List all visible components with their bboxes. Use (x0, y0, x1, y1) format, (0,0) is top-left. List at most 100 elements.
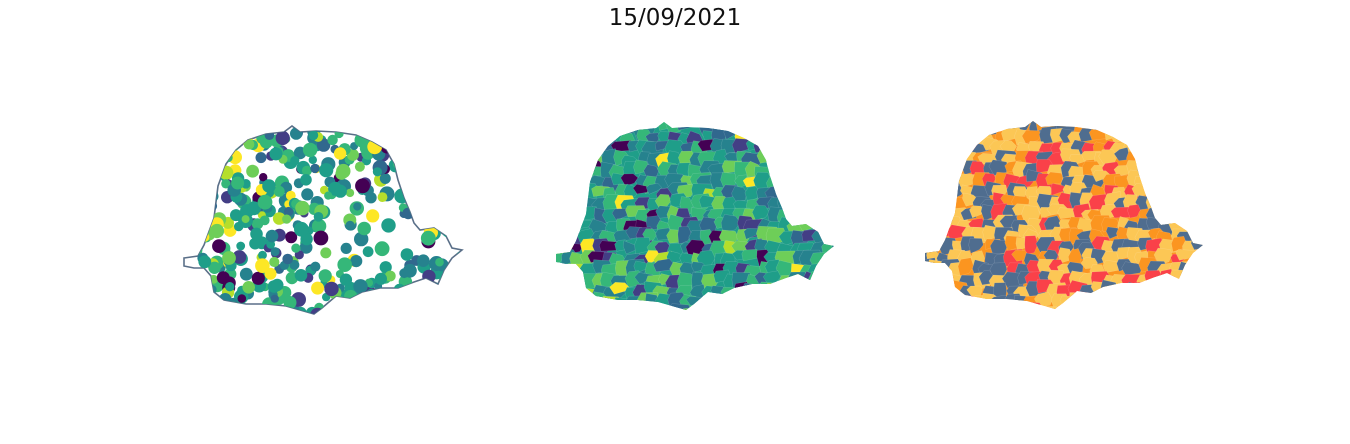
municipality-area (1197, 173, 1203, 189)
municipality-point (258, 250, 267, 260)
municipality-area (656, 316, 672, 333)
municipality-area (702, 318, 720, 333)
municipality-area (990, 121, 1010, 130)
municipality-area (1193, 173, 1203, 189)
municipality-area (928, 305, 951, 309)
municipality-area (1178, 173, 1195, 187)
municipality-area (1199, 132, 1203, 148)
municipality-area (766, 150, 780, 163)
municipality-area (831, 210, 834, 226)
municipality-area (567, 122, 583, 133)
municipality-area (1148, 185, 1169, 205)
municipality-area (957, 257, 974, 277)
municipality-point (240, 306, 252, 314)
municipality-area (833, 263, 834, 284)
municipality-area (664, 319, 685, 332)
municipality-area (1182, 183, 1203, 199)
municipality-area (945, 127, 962, 143)
municipality-point (283, 296, 297, 309)
municipality-area (925, 121, 946, 130)
municipality-area (764, 283, 784, 297)
municipality-area (823, 130, 834, 146)
municipality-point (308, 130, 319, 141)
municipality-area (831, 241, 834, 258)
municipality-area (1012, 302, 1027, 309)
municipality-area (1201, 227, 1203, 242)
municipality-area (720, 286, 745, 302)
municipality-area (981, 317, 1003, 330)
municipality-point (238, 127, 250, 140)
municipality-area (1146, 151, 1165, 166)
municipality-area (841, 209, 858, 228)
municipality-area (1192, 204, 1203, 218)
municipality-area (845, 307, 864, 324)
municipality-area (925, 202, 940, 220)
municipality-area (600, 129, 616, 143)
municipality-area (928, 152, 951, 173)
municipality-area (938, 139, 956, 153)
municipality-area (622, 240, 638, 255)
municipality-area (743, 296, 759, 308)
municipality-area (1089, 319, 1105, 332)
municipality-point (393, 150, 403, 160)
municipality-area (925, 127, 934, 147)
municipality-point (388, 293, 404, 309)
municipality-area (1066, 261, 1084, 274)
municipality-area (1045, 171, 1064, 186)
municipality-area (775, 155, 796, 167)
municipality-point (366, 209, 380, 223)
municipality-area (751, 204, 770, 221)
municipality-area (928, 207, 949, 221)
municipality-area (566, 207, 584, 224)
municipality-point (271, 278, 284, 292)
municipality-area (556, 264, 575, 280)
municipality-area (787, 283, 812, 295)
municipality-area (556, 164, 568, 182)
municipality-area (569, 139, 590, 156)
municipality-point (208, 261, 221, 274)
municipality-point (225, 137, 240, 152)
municipality-point (402, 129, 417, 143)
municipality-point (390, 126, 406, 140)
municipality-area (1155, 282, 1174, 299)
municipality-point (402, 173, 412, 183)
municipality-area (1210, 175, 1233, 194)
municipality-area (556, 264, 566, 280)
municipality-area (611, 208, 631, 221)
municipality-point (365, 312, 377, 314)
municipality-area (818, 171, 833, 190)
municipality-area (925, 240, 932, 254)
municipality-area (778, 164, 800, 178)
municipality-point (381, 218, 396, 233)
municipality-area (714, 295, 731, 308)
municipality-point (412, 157, 423, 167)
municipality-area (743, 318, 766, 331)
municipality-area (824, 293, 834, 310)
municipality-area (1080, 315, 1098, 333)
municipality-area (780, 308, 797, 310)
municipality-area (1157, 207, 1179, 227)
municipality-area (741, 249, 760, 262)
municipality-area (1089, 304, 1108, 309)
municipality-area (1178, 162, 1196, 176)
municipality-point (441, 291, 455, 306)
municipality-point (255, 152, 267, 164)
municipality-area (935, 294, 960, 309)
municipality-point (407, 177, 423, 193)
municipality-point (355, 178, 370, 194)
municipality-area (992, 303, 1011, 309)
municipality-area (556, 181, 574, 200)
municipality-point (413, 282, 427, 295)
municipality-area (1191, 250, 1203, 269)
municipality-area (934, 130, 951, 147)
municipality-point (449, 286, 462, 301)
municipality-area (1191, 318, 1212, 328)
municipality-area (556, 122, 563, 141)
municipality-area (1199, 293, 1203, 306)
municipality-area (925, 158, 932, 174)
municipality-point (380, 298, 393, 311)
municipality-area (821, 263, 834, 276)
figure-title: 15/09/2021 (608, 5, 742, 31)
municipality-point (236, 241, 246, 251)
municipality-point (294, 221, 309, 237)
